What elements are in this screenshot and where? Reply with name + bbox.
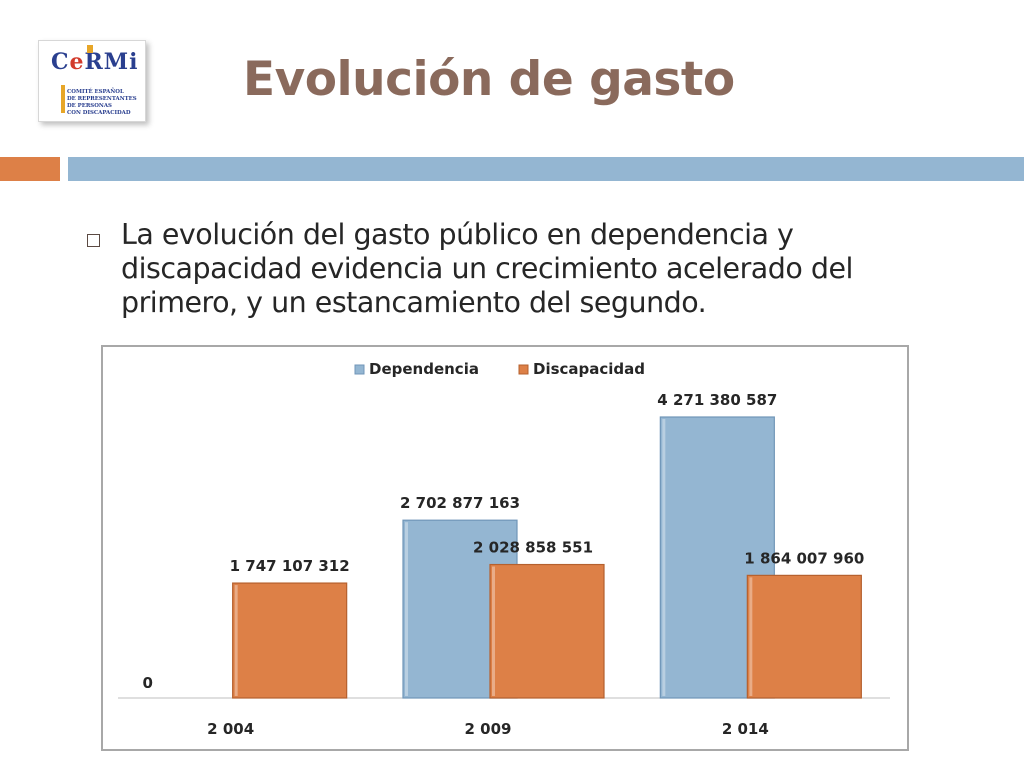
bar-chart: 0 1 747 107 312 2 004 2 702 877 163 2 028 85… [118,360,890,738]
chart-frame: 0 1 747 107 312 2 004 2 702 877 163 2 028 85… [101,345,909,751]
bar-highlight-dependencia-3 [662,419,666,696]
bar-discapacidad-2 [489,563,605,699]
data-label-dependencia-1: 0 [142,674,152,692]
bar-highlight-dependencia-2 [405,522,408,696]
legend-swatch-dependencia [354,364,365,375]
logo-accent-yellow [87,45,93,53]
legend-label-discapacidad: Discapacidad [533,360,645,378]
x-tick-label-2: 2 009 [465,720,512,738]
bar-highlight-discapacidad-2 [492,566,495,696]
data-label-discapacidad-2: 2 028 858 551 [473,539,593,557]
data-label-dependencia-2: 2 702 877 163 [400,494,520,512]
bullet-text: La evolución del gasto público en depend… [121,218,853,319]
bar-highlight-discapacidad-3 [749,577,753,696]
header-band-blue [68,157,1024,181]
bar-highlight-discapacidad-1 [234,585,238,696]
logo-line-3: DE PERSONAS [67,103,112,109]
data-label-discapacidad-1: 1 747 107 312 [230,557,350,575]
logo-wordmark: CeRMi [51,49,139,75]
x-tick-label-3: 2 014 [722,720,769,738]
logo-accent-bar [61,85,65,113]
legend-swatch-discapacidad [518,364,529,375]
bar-discapacidad-1 [232,582,348,699]
bullet-square-icon [87,234,100,247]
header-band-orange [0,157,60,181]
legend-label-dependencia: Dependencia [369,360,479,378]
logo-line-4: CON DISCAPACIDAD [67,110,131,116]
cermi-logo: CeRMi COMITÉ ESPAÑOL DE REPRESENTANTES D… [38,40,146,122]
logo-line-2: DE REPRESENTANTES [67,96,137,102]
data-label-dependencia-3: 4 271 380 587 [657,391,777,409]
bar-discapacidad-3 [746,574,862,699]
data-label-discapacidad-3: 1 864 007 960 [744,549,864,567]
logo-line-1: COMITÉ ESPAÑOL [67,89,124,95]
slide-title: Evolución de gasto [243,52,735,107]
x-tick-label-1: 2 004 [207,720,254,738]
